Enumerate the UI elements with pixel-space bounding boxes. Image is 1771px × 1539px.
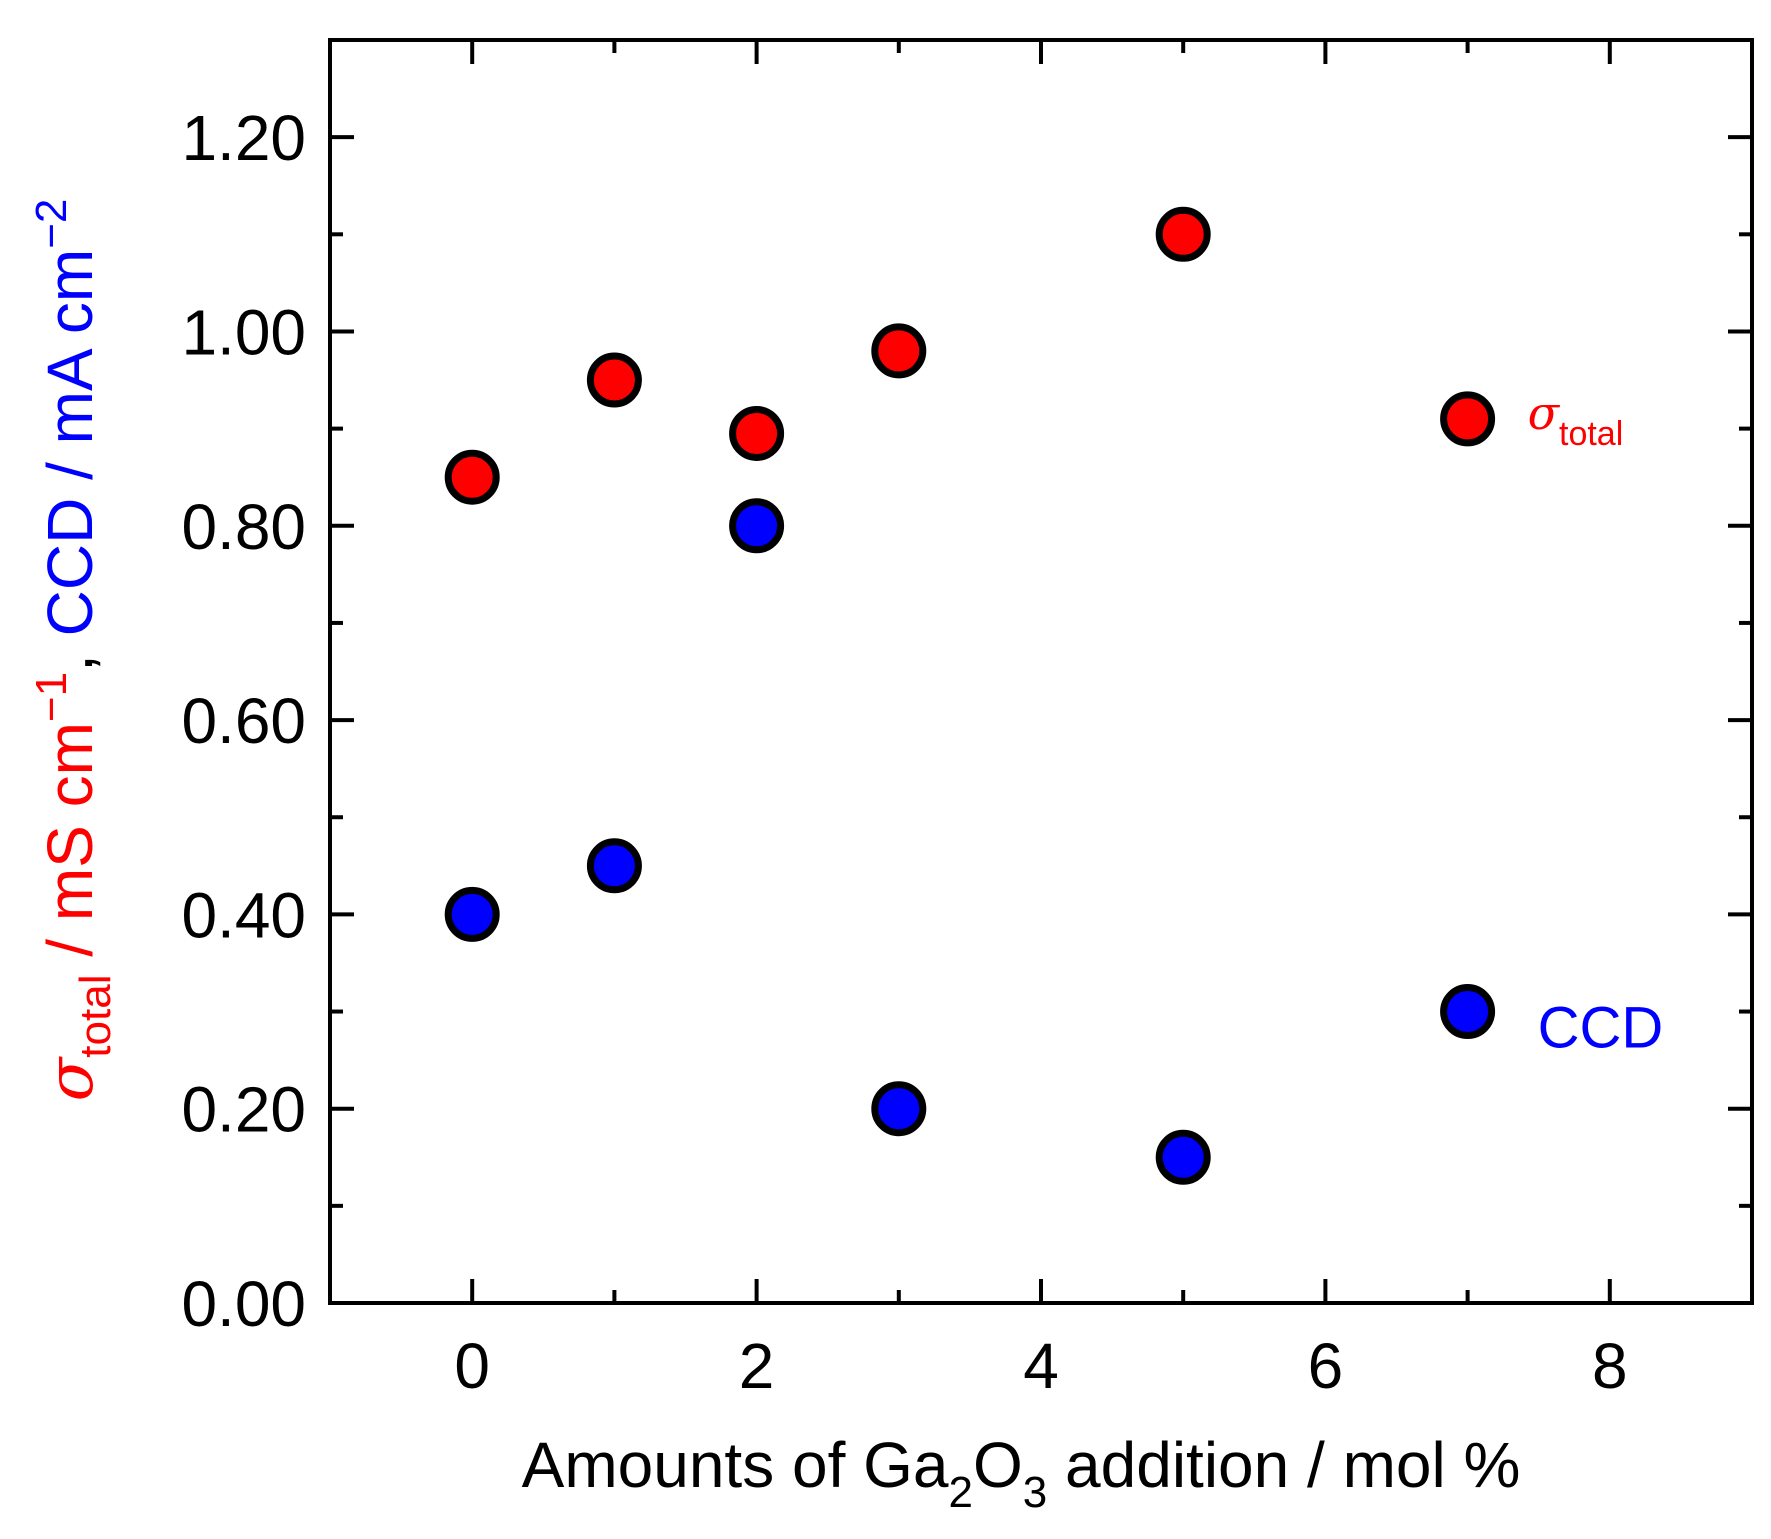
- x-axis-label-suffix: addition / mol %: [1047, 1429, 1520, 1501]
- axis-tick-labels: 0 2 4 6 8 0.00 0.20 0.40 0.60 0.80 1.00 1.20: [181, 102, 1627, 1402]
- plot-frame: [328, 38, 1754, 1305]
- sigma-total-point: [1440, 391, 1496, 447]
- y-axis-label-sigma: σ: [34, 1055, 108, 1101]
- y-axis-label-sigma-sub: total: [71, 975, 120, 1058]
- ccd-point: [1155, 1129, 1211, 1185]
- sigma-total-point: [729, 405, 785, 461]
- x-axis-label: Amounts of Ga2O3 addition / mol %: [522, 1429, 1521, 1517]
- sigma-total-point: [871, 323, 927, 379]
- y-tick-label: 1.20: [181, 102, 306, 174]
- series-label-sigma-subscript: total: [1559, 415, 1623, 453]
- x-axis-label-mid: O: [973, 1429, 1023, 1501]
- x-tick-label: 0: [454, 1330, 490, 1402]
- y-tick-label: 1.00: [181, 296, 306, 368]
- y-axis-label-sup2: −2: [27, 199, 76, 249]
- series-label-sigma-symbol: σ: [1528, 386, 1561, 440]
- ccd-point: [729, 498, 785, 554]
- y-axis-label-comma: ,: [34, 636, 106, 672]
- y-tick-label: 0.80: [181, 491, 306, 563]
- y-tick-label: 0.60: [181, 685, 306, 757]
- y-tick-label: 0.00: [181, 1268, 306, 1340]
- y-axis-label: σtotal / mS cm−1, CCD / mA cm−2: [27, 199, 120, 1102]
- x-axis-label-sub1: 2: [949, 1468, 973, 1517]
- sigma-total-point: [444, 449, 500, 505]
- ccd-point: [1440, 984, 1496, 1040]
- x-tick-label: 6: [1308, 1330, 1344, 1402]
- sigma-total-point: [1155, 206, 1211, 262]
- x-axis-label-prefix: Amounts of Ga: [522, 1429, 949, 1501]
- ccd-point: [586, 838, 642, 894]
- ccd-point: [871, 1081, 927, 1137]
- series-label-ccd: CCD: [1538, 996, 1664, 1061]
- y-axis-label-sup1: −1: [27, 672, 76, 722]
- x-tick-label: 4: [1023, 1330, 1059, 1402]
- y-tick-label: 0.40: [181, 879, 306, 951]
- x-tick-label: 2: [739, 1330, 775, 1402]
- y-axis-label-part1: / mS cm: [34, 722, 106, 974]
- data-points: [444, 206, 1496, 1185]
- sigma-total-point: [586, 352, 642, 408]
- x-tick-label: 8: [1592, 1330, 1628, 1402]
- y-axis-label-part2: CCD / mA cm: [34, 249, 106, 637]
- series-label-sigma-total: σtotal: [1528, 386, 1624, 453]
- ccd-point: [444, 886, 500, 942]
- y-tick-label: 0.20: [181, 1074, 306, 1146]
- x-axis-label-sub2: 3: [1023, 1468, 1047, 1517]
